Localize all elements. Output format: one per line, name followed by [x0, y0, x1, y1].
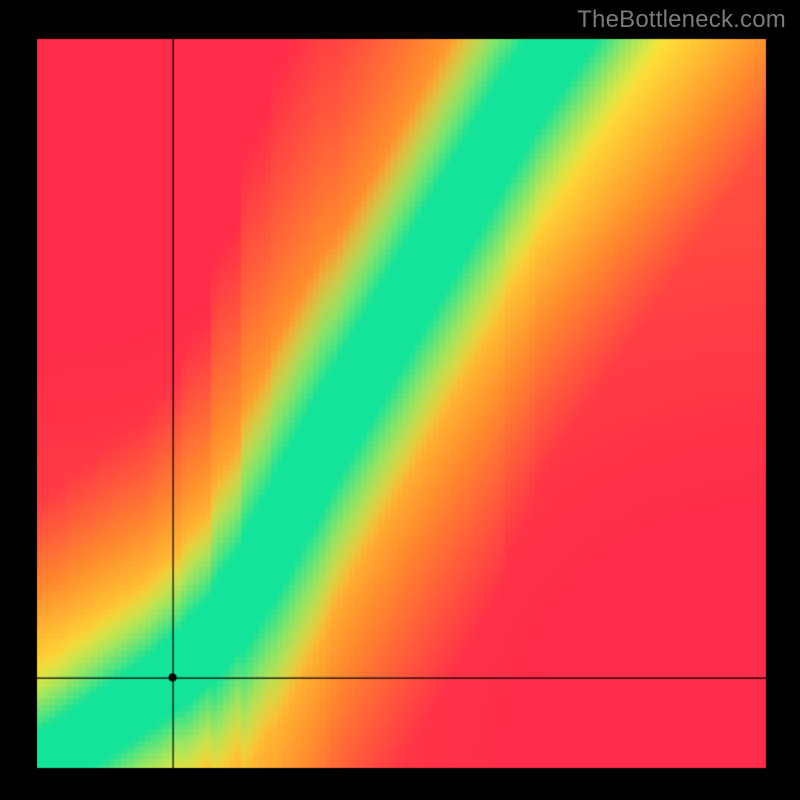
- heatmap-canvas: [0, 0, 800, 800]
- chart-container: TheBottleneck.com: [0, 0, 800, 800]
- watermark-text: TheBottleneck.com: [577, 6, 786, 34]
